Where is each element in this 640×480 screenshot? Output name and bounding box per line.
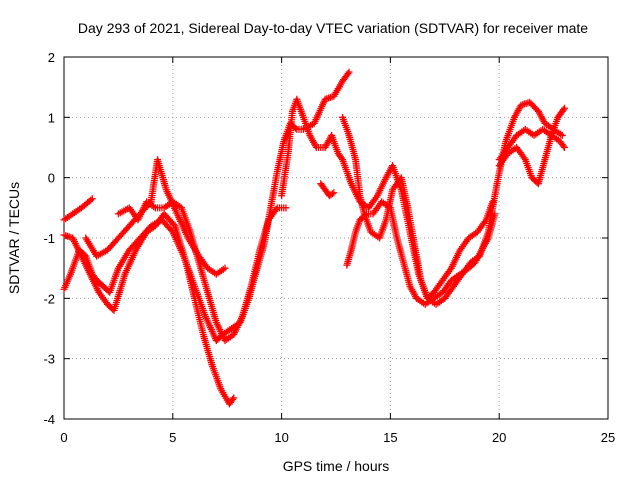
- data-point: [558, 131, 566, 139]
- data-point: [330, 189, 338, 197]
- x-tick-label: 15: [383, 430, 397, 445]
- data-point: [559, 106, 567, 114]
- x-tick-label: 0: [60, 430, 67, 445]
- y-axis-label: SDTVAR / TECUs: [6, 182, 22, 294]
- series-track-h: [339, 113, 497, 302]
- data-point: [282, 204, 290, 212]
- data-point: [221, 264, 229, 272]
- series-track-k: [495, 104, 568, 188]
- data-point: [170, 220, 178, 228]
- data-point: [560, 104, 568, 112]
- x-tick-label: 5: [169, 430, 176, 445]
- data-point: [361, 211, 369, 219]
- axis-ticks: 0 5 10 15 20 25 -4 -3 -2 -1 0 1 2: [43, 50, 615, 445]
- y-tick-label: 2: [48, 50, 55, 65]
- chart-title: Day 293 of 2021, Sidereal Day-to-day VTE…: [78, 20, 588, 36]
- data-point: [88, 195, 96, 203]
- series-track-d: [82, 156, 229, 278]
- data-point: [344, 70, 352, 78]
- y-tick-label: 0: [48, 171, 55, 186]
- series-track-e: [114, 198, 290, 345]
- data-point: [491, 210, 499, 218]
- x-tick-label: 20: [492, 430, 506, 445]
- x-tick-label: 25: [601, 430, 615, 445]
- y-tick-label: 1: [48, 110, 55, 125]
- data-point: [559, 142, 567, 150]
- data-point: [337, 154, 345, 162]
- data-point: [328, 190, 336, 198]
- x-tick-label: 10: [274, 430, 288, 445]
- y-tick-label: -3: [43, 352, 55, 367]
- series-track-a: [60, 195, 96, 224]
- y-tick-label: -1: [43, 231, 55, 246]
- y-tick-label: -2: [43, 291, 55, 306]
- data-point: [489, 198, 497, 206]
- data-point: [560, 144, 568, 151]
- series-track-c: [60, 210, 238, 408]
- data-points: [60, 68, 568, 408]
- data-point: [87, 196, 95, 204]
- data-point: [229, 395, 237, 403]
- grid: [64, 57, 608, 419]
- y-tick-label: -4: [43, 412, 55, 427]
- data-point: [230, 394, 238, 402]
- series-track-i: [343, 198, 499, 308]
- series-track-g: [317, 180, 338, 200]
- x-axis-label: GPS time / hours: [283, 458, 390, 474]
- data-point: [345, 68, 353, 76]
